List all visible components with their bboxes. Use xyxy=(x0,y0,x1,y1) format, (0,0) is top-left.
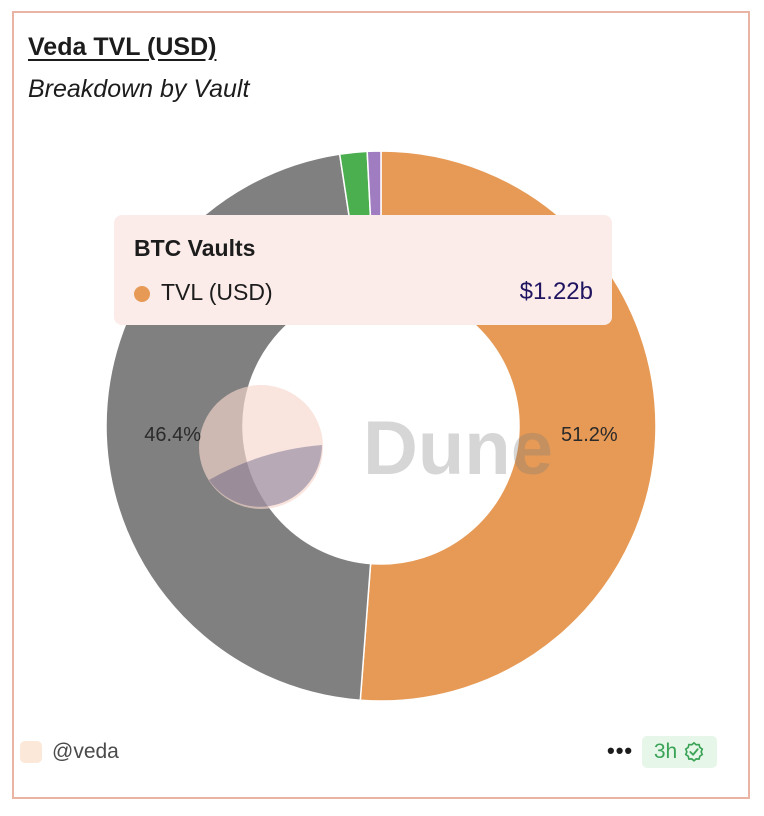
watermark-logo-circle xyxy=(199,385,323,509)
tooltip-series-label: TVL (USD) xyxy=(161,279,273,305)
slice-label-2: 46.4% xyxy=(144,424,201,446)
avatar xyxy=(20,741,42,763)
watermark-text: Dune xyxy=(363,406,553,491)
tooltip: BTC Vaults TVL (USD) $1.22b xyxy=(114,215,612,325)
tooltip-value: $1.22b xyxy=(519,278,593,305)
watermark-logo-wedge xyxy=(209,445,322,507)
check-circle-icon xyxy=(684,741,704,762)
dune-watermark: Dune xyxy=(199,385,553,509)
last-refresh-age: 3h xyxy=(653,740,678,763)
slice-labels: 51.2% 46.4% xyxy=(144,424,618,446)
author-handle[interactable]: @veda xyxy=(52,740,119,763)
tooltip-series-dot xyxy=(134,286,150,302)
author-info[interactable]: @veda xyxy=(20,739,119,765)
refresh-status-badge[interactable]: 3h xyxy=(642,736,717,768)
more-options-icon[interactable]: ••• xyxy=(607,738,634,763)
tooltip-title: BTC Vaults xyxy=(134,235,256,261)
chart-title[interactable]: Veda TVL (USD) xyxy=(28,33,217,61)
chart-subtitle: Breakdown by Vault xyxy=(28,75,250,103)
slice-label-1: 51.2% xyxy=(561,424,618,446)
